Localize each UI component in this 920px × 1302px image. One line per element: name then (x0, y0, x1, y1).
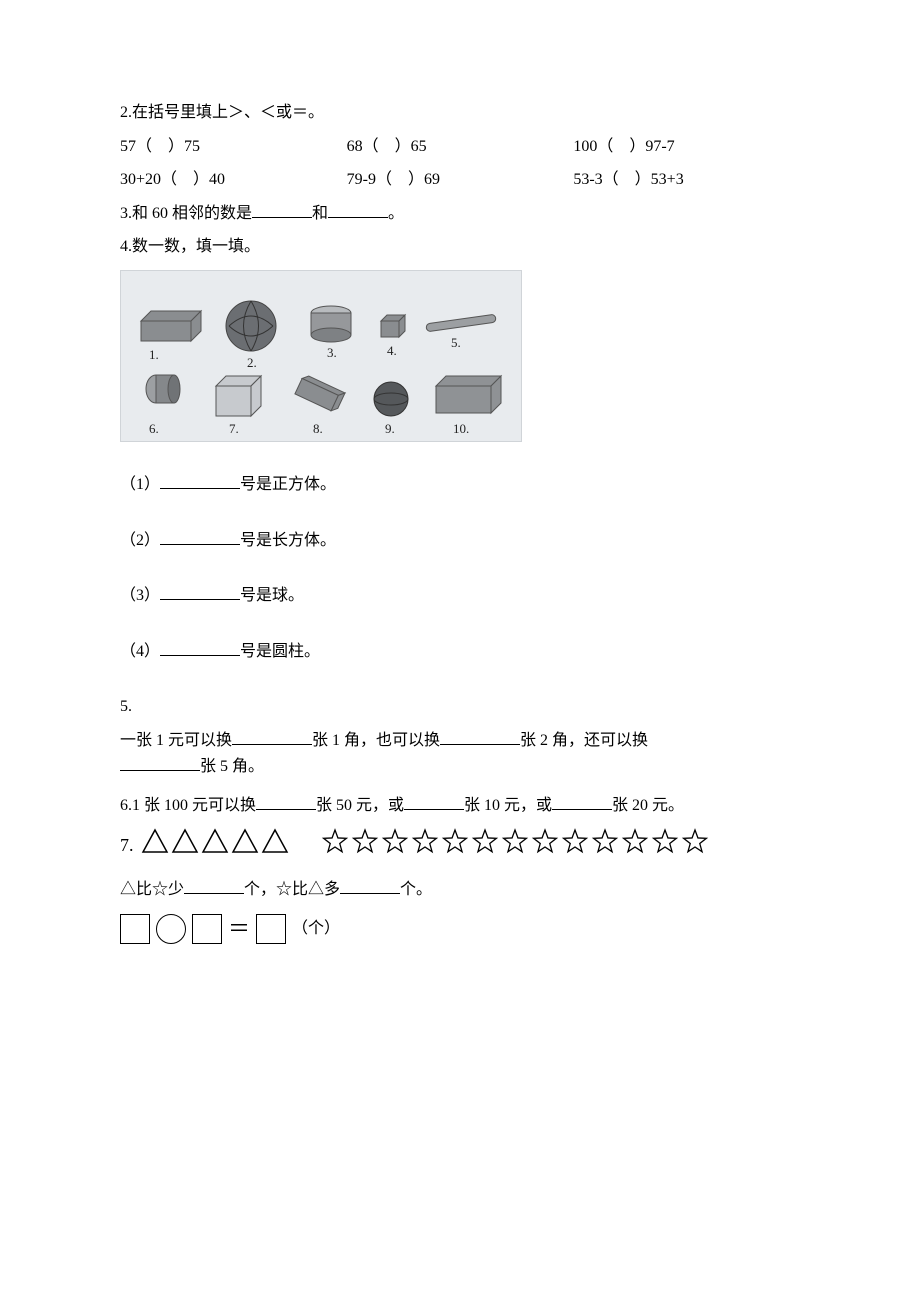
q3-post: 。 (388, 205, 404, 222)
eq-operator[interactable] (156, 914, 186, 944)
q6-blank-1[interactable] (256, 793, 316, 810)
q4-sub-4-no: （4） (120, 643, 160, 660)
q4-sub-3-blank[interactable] (160, 583, 240, 600)
q5-t4: 张 5 角。 (200, 758, 264, 775)
q5-t2: 张 1 角，也可以换 (312, 732, 440, 749)
q4-sub-3-tail: 号是球。 (240, 587, 304, 604)
q4-sub-2-blank[interactable] (160, 528, 240, 545)
question-2-row-2: 30+20（ ）40 79-9（ ）69 53-3（ ）53+3 (120, 167, 800, 193)
shape-label-5: 5. (451, 333, 461, 354)
q2-r2-c1: 30+20（ ）40 (120, 167, 347, 193)
q4-sub-4-blank[interactable] (160, 639, 240, 656)
q3-mid: 和 (312, 205, 328, 222)
question-5-no: 5. (120, 694, 800, 720)
q4-sub-1-tail: 号是正方体。 (240, 476, 336, 493)
q4-sub-1-blank[interactable] (160, 472, 240, 489)
question-7-compare: △比☆少 个，☆比△多 个。 (120, 877, 800, 903)
q7-blank-1[interactable] (184, 877, 244, 894)
shape-label-3: 3. (327, 343, 337, 364)
question-6-body: 6.1 张 100 元可以换 张 50 元，或 张 10 元，或 张 20 元。 (120, 793, 800, 819)
q2-r1-c3: 100（ ）97-7 (573, 134, 800, 160)
shape-label-4: 4. (387, 341, 397, 362)
shape-label-7: 7. (229, 419, 239, 440)
q6-t2: 张 50 元，或 (316, 797, 404, 814)
question-2-row-1: 57（ ）75 68（ ）65 100（ ）97-7 (120, 134, 800, 160)
q4-sub-2: （2） 号是长方体。 (120, 528, 800, 554)
q3-blank-1[interactable] (252, 201, 312, 218)
q2-r1-c1: 57（ ）75 (120, 134, 347, 160)
q6-t3: 张 10 元，或 (464, 797, 552, 814)
question-7-equation: ＝ （个） (120, 911, 800, 946)
q4-sub-3-no: （3） (120, 587, 160, 604)
q4-sub-1: （1） 号是正方体。 (120, 472, 800, 498)
q6-t1: 6.1 张 100 元可以换 (120, 797, 256, 814)
question-4-title: 4.数一数，填一填。 (120, 234, 800, 260)
q4-sub-4-tail: 号是圆柱。 (240, 643, 320, 660)
q7-no: 7. (120, 831, 134, 860)
q5-blank-3[interactable] (120, 754, 200, 771)
q7-cmp-mid: 个，☆比△多 (244, 881, 340, 898)
q5-t3: 张 2 角，还可以换 (520, 732, 648, 749)
shape-label-9: 9. (385, 419, 395, 440)
q7-cmp-end: 个。 (400, 881, 432, 898)
question-5-body: 一张 1 元可以换 张 1 角，也可以换 张 2 角，还可以换张 5 角。 (120, 728, 800, 779)
q5-blank-1[interactable] (232, 728, 312, 745)
question-7-shapes: 7. (120, 827, 800, 864)
eq-operand-2[interactable] (192, 914, 222, 944)
q7-blank-2[interactable] (340, 877, 400, 894)
q5-t1: 一张 1 元可以换 (120, 732, 232, 749)
shape-label-8: 8. (313, 419, 323, 440)
q7-cmp1: △比☆少 (120, 881, 184, 898)
shape-label-1: 1. (149, 345, 159, 366)
equals-sign: ＝ (228, 911, 250, 946)
shapes-figure: 1. 2. 3. 4. 5. 6. 7. 8. 9. 10. (120, 270, 522, 442)
question-3: 3.和 60 相邻的数是 和 。 (120, 201, 800, 227)
shape-label-10: 10. (453, 419, 469, 440)
q4-sub-2-tail: 号是长方体。 (240, 532, 336, 549)
q6-blank-3[interactable] (552, 793, 612, 810)
stars-group (320, 827, 710, 864)
q5-blank-2[interactable] (440, 728, 520, 745)
shape-label-2: 2. (247, 353, 257, 374)
q2-r2-c2: 79-9（ ）69 (347, 167, 574, 193)
q6-t4: 张 20 元。 (612, 797, 684, 814)
q4-sub-3: （3） 号是球。 (120, 583, 800, 609)
eq-unit: （个） (292, 916, 340, 942)
q6-blank-2[interactable] (404, 793, 464, 810)
shape-label-6: 6. (149, 419, 159, 440)
q4-sub-2-no: （2） (120, 532, 160, 549)
q2-r1-c2: 68（ ）65 (347, 134, 574, 160)
eq-operand-1[interactable] (120, 914, 150, 944)
q4-sub-1-no: （1） (120, 476, 160, 493)
q3-blank-2[interactable] (328, 201, 388, 218)
question-2-title: 2.在括号里填上＞、＜或＝。 (120, 100, 800, 126)
q2-r2-c3: 53-3（ ）53+3 (573, 167, 800, 193)
eq-result[interactable] (256, 914, 286, 944)
triangles-group (140, 827, 290, 864)
q4-sub-4: （4） 号是圆柱。 (120, 639, 800, 665)
q3-pre: 3.和 60 相邻的数是 (120, 205, 252, 222)
